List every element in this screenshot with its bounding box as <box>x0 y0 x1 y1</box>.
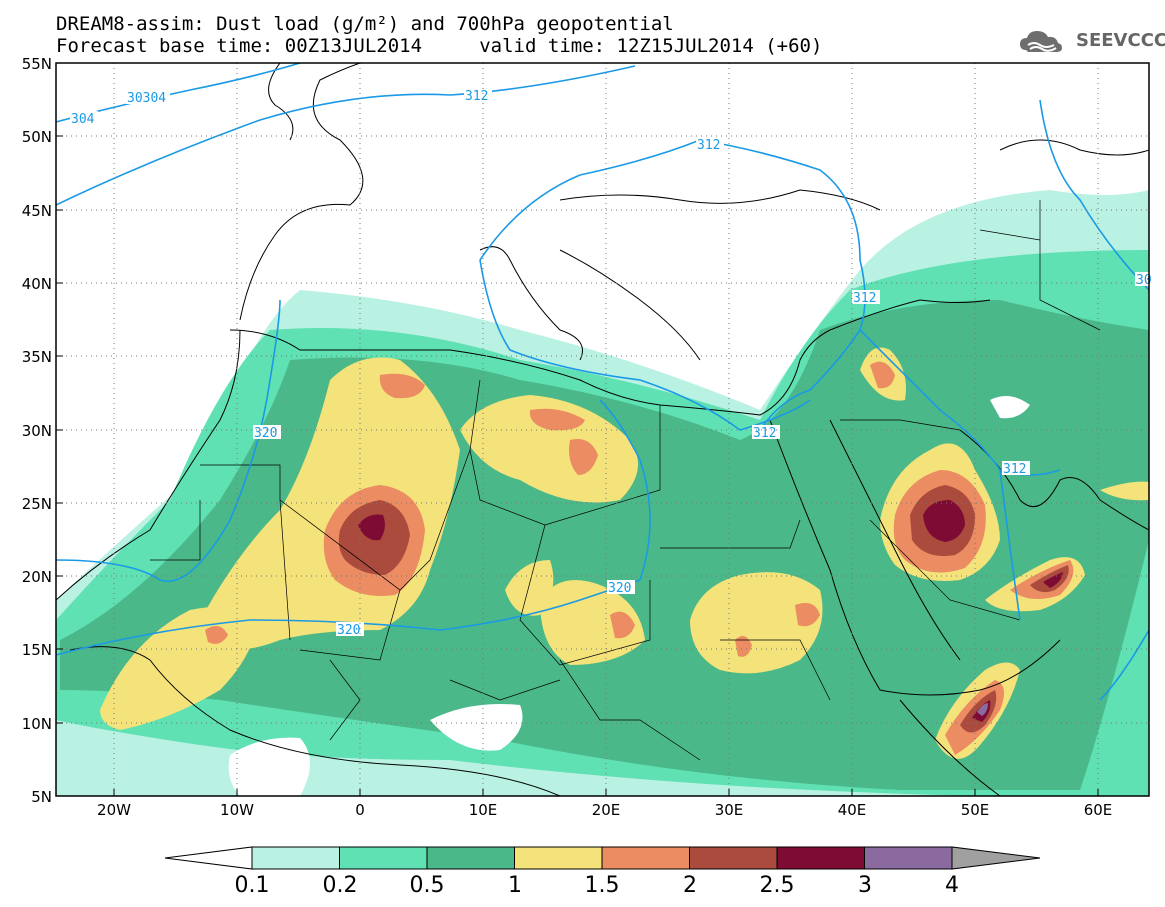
cloud-icon <box>1020 31 1062 52</box>
contour-label: 30304 <box>127 91 166 106</box>
lat-label: 55N <box>21 55 52 73</box>
lat-label: 35N <box>21 348 52 366</box>
lon-label: 10E <box>468 801 498 819</box>
contour-label: 312 <box>1003 462 1026 477</box>
contour-label: 320 <box>254 426 277 441</box>
lat-label: 25N <box>21 495 52 513</box>
lat-label: 40N <box>21 275 52 293</box>
lon-label: 20E <box>591 801 621 819</box>
map-title: DREAM8-assim: Dust load (g/m²) and 700hP… <box>56 13 674 35</box>
lat-label: 15N <box>21 641 52 659</box>
contour-label: 320 <box>337 623 360 638</box>
colorbar-label: 1 <box>508 873 522 898</box>
logo-text: SEEVCCC <box>1076 30 1165 51</box>
lon-label: 10W <box>220 801 254 819</box>
colorbar-label: 4 <box>945 873 959 898</box>
contour-label: 304 <box>71 112 95 127</box>
contour-label: 312 <box>753 426 776 441</box>
colorbar-label: 0.2 <box>322 873 358 898</box>
contour-labels: 304 30304 312 312 312 312 312 320 320 32… <box>70 88 1152 638</box>
lat-label: 10N <box>21 715 52 733</box>
axis-ticks <box>56 135 1099 796</box>
colorbar-label: 3 <box>858 873 872 898</box>
coastlines <box>56 63 1149 796</box>
contour-label: 30 <box>1136 273 1152 288</box>
borders <box>150 200 1101 761</box>
colorbar-label: 0.5 <box>409 873 445 898</box>
lon-label: 50E <box>960 801 990 819</box>
lon-label: 60E <box>1083 801 1113 819</box>
gridlines <box>56 63 1149 796</box>
colorbar-label: 2 <box>683 873 697 898</box>
contour-label: 312 <box>697 138 720 153</box>
colorbar-label: 0.1 <box>234 873 270 898</box>
lat-label: 45N <box>21 202 52 220</box>
lat-label: 5N <box>31 788 52 806</box>
lon-label: 0 <box>355 801 365 819</box>
contour-label: 312 <box>853 291 876 306</box>
lon-label: 20W <box>97 801 131 819</box>
colorbar-label: 1.5 <box>584 873 620 898</box>
lat-label: 20N <box>21 568 52 586</box>
colorbar-label: 2.5 <box>759 873 795 898</box>
lon-label: 30E <box>714 801 744 819</box>
contour-label: 320 <box>608 581 631 596</box>
geopotential-contours <box>56 63 1149 701</box>
map-subtitle: Forecast base time: 00Z13JUL2014 valid t… <box>56 35 823 57</box>
contour-label: 312 <box>465 89 488 104</box>
lon-label: 40E <box>837 801 867 819</box>
dust-field <box>56 190 1149 796</box>
lat-label: 30N <box>21 422 52 440</box>
lat-label: 50N <box>21 128 52 146</box>
